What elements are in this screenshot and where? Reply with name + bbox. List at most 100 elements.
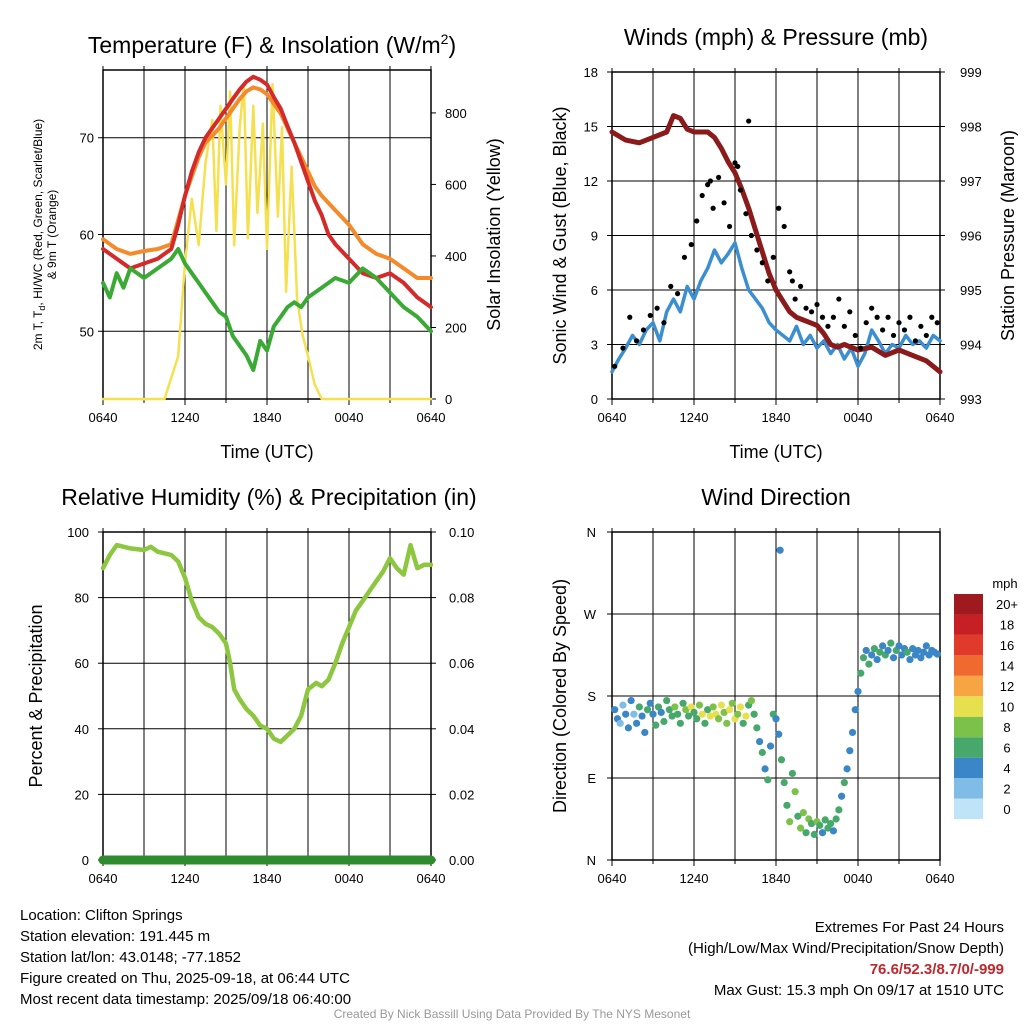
direction-point — [676, 719, 684, 727]
direction-point — [876, 648, 884, 656]
gust-point — [716, 174, 722, 180]
direction-point — [709, 703, 717, 711]
gust-point — [654, 305, 660, 311]
gust-point — [869, 305, 875, 311]
x-tick-label: 0040 — [335, 410, 364, 425]
gust-point — [647, 312, 653, 319]
direction-point — [616, 719, 624, 727]
legend-swatch — [954, 757, 983, 779]
gust-point — [847, 309, 853, 315]
gust-point — [912, 338, 919, 344]
direction-point — [695, 701, 704, 709]
gust-point — [929, 314, 935, 320]
direction-point — [725, 706, 734, 714]
legend-label: 12 — [1000, 679, 1014, 694]
series-line-3 — [101, 247, 433, 372]
gust-point — [792, 296, 798, 302]
gust-point — [808, 309, 815, 315]
legend-label: 20+ — [996, 597, 1018, 612]
direction-point — [840, 778, 848, 787]
winds-panel: 0640 1240 1840 0040 064003691215189939949959… — [550, 24, 1018, 462]
gust-point — [907, 314, 913, 320]
direction-point — [704, 706, 712, 714]
legend-swatch — [954, 655, 983, 676]
y2-tick-label: 0.04 — [449, 722, 474, 737]
gust-point — [890, 332, 897, 339]
gust-point — [634, 338, 640, 344]
direction-point — [652, 721, 660, 729]
legend-title: mph — [992, 576, 1017, 591]
direction-point — [638, 712, 646, 720]
y2-axis-label: Station Pressure (Maroon) — [998, 130, 1018, 341]
x-tick-label: 0040 — [335, 871, 364, 886]
gust-point — [694, 218, 700, 224]
direction-point — [843, 765, 851, 773]
direction-point — [783, 801, 791, 809]
x-tick-label: 0640 — [598, 871, 627, 886]
gust-point — [661, 320, 667, 326]
direction-point — [879, 642, 887, 650]
y2-tick-label: 995 — [960, 283, 982, 298]
y2-tick-label: 600 — [445, 177, 467, 192]
legend-label: 6 — [1003, 740, 1010, 755]
direction-point — [854, 687, 862, 696]
gust-point — [896, 320, 902, 326]
latlon-text: Station lat/lon: 43.0148; -77.1852 — [20, 949, 242, 966]
direction-point — [917, 654, 925, 662]
direction-point — [775, 730, 783, 738]
y-tick-label: 100 — [67, 525, 89, 540]
direction-point — [627, 696, 635, 705]
legend-swatch — [954, 798, 983, 819]
series-line-2 — [101, 74, 433, 310]
gust-point — [668, 283, 674, 289]
direction-point — [898, 651, 906, 659]
legend-swatch — [954, 594, 983, 615]
chart-title: Winds (mph) & Pressure (mb) — [624, 24, 928, 50]
direction-point — [791, 788, 799, 796]
direction-point — [646, 699, 654, 707]
gust-point — [748, 232, 755, 239]
y-axis-label-line2: & 9m T (Orange) — [45, 190, 59, 280]
legend-swatch — [954, 737, 983, 758]
y-axis-label: 2m T, Td, HI/WC (Red, Green, Scarlet/Blu… — [31, 119, 47, 350]
chart-title: Temperature (F) & Insolation (W/m2) — [88, 31, 456, 58]
direction-point — [643, 706, 652, 714]
legend-label: 0 — [1003, 802, 1010, 817]
y2-tick-label: 994 — [960, 338, 982, 353]
direction-point — [619, 701, 627, 709]
direction-point — [810, 830, 818, 839]
x-tick-label: 1240 — [171, 871, 200, 886]
x-tick-label: 0640 — [89, 871, 118, 886]
y-tick-label: 15 — [584, 120, 598, 135]
y2-tick-label: 0.02 — [449, 787, 474, 802]
direction-point — [906, 655, 914, 664]
gust-point — [901, 327, 908, 333]
y2-tick-label: 800 — [445, 106, 467, 121]
y2-tick-label: 0.06 — [449, 656, 474, 671]
direction-point — [717, 701, 725, 709]
series-line-1 — [609, 113, 943, 375]
direction-point — [870, 645, 879, 653]
direction-point — [829, 827, 838, 835]
gust-point — [789, 278, 796, 284]
direction-point — [857, 669, 865, 677]
direction-point — [884, 646, 892, 655]
direction-point — [720, 708, 728, 717]
direction-point — [868, 651, 876, 659]
x-tick-label: 0640 — [926, 871, 955, 886]
direction-point — [797, 824, 805, 832]
gust-point — [688, 241, 694, 248]
legend-swatch — [954, 778, 983, 799]
x-tick-label: 1240 — [680, 410, 709, 425]
direction-point — [657, 708, 665, 717]
gust-point — [863, 320, 869, 326]
y-axis-label: Percent & Precipitation — [26, 604, 46, 787]
direction-point — [693, 715, 701, 723]
direction-point — [665, 706, 674, 714]
legend-swatch — [954, 675, 983, 697]
direction-point — [807, 819, 816, 828]
x-tick-label: 0040 — [844, 871, 873, 886]
direction-point — [742, 712, 750, 720]
